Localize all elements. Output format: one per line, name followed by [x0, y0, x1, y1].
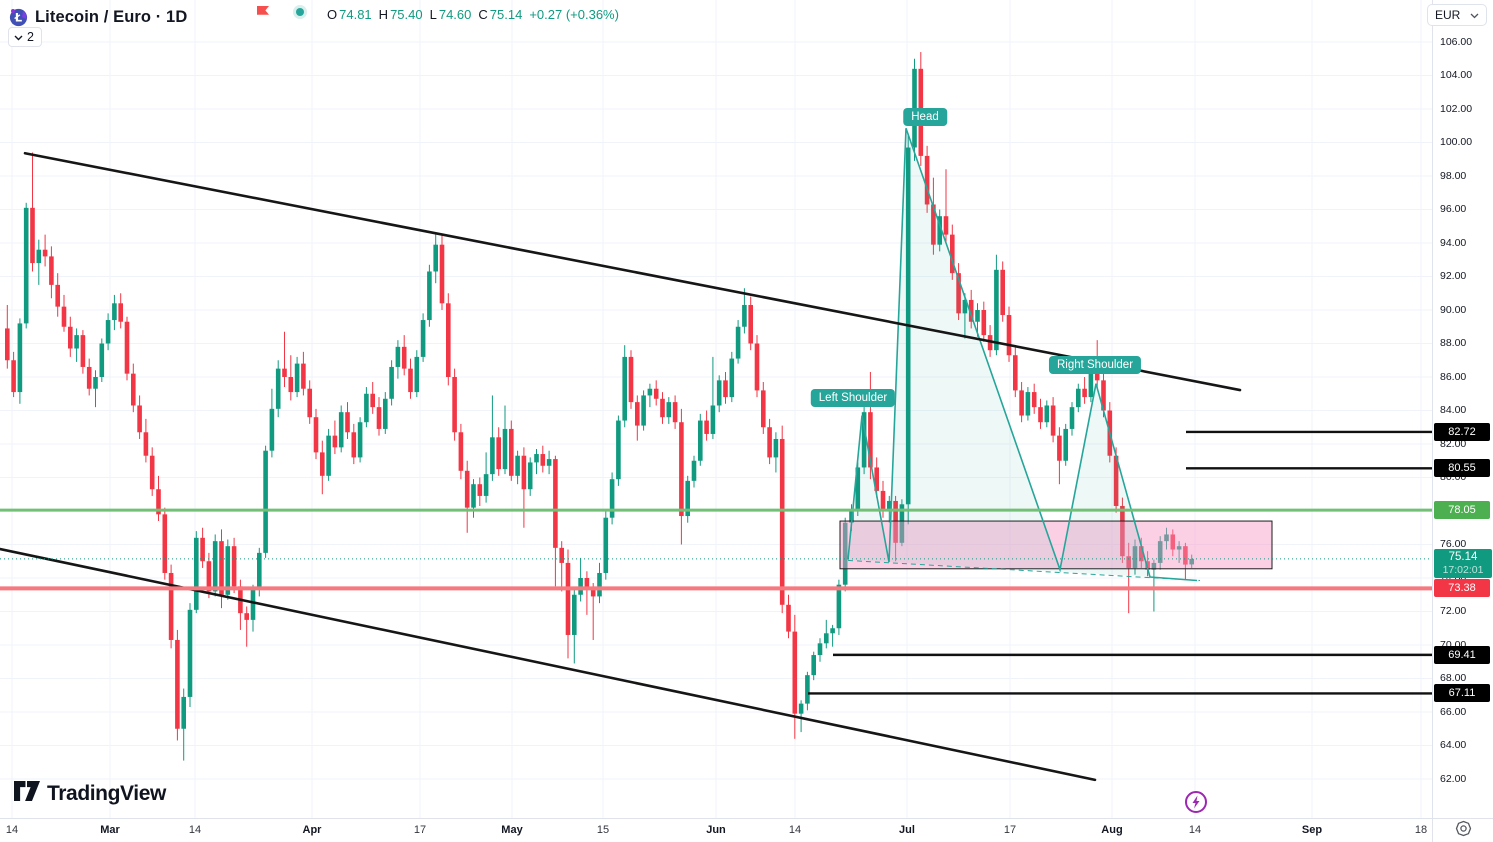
price-tick-label: 84.00	[1440, 404, 1467, 416]
price-tick-label: 106.00	[1440, 35, 1473, 48]
price-tick-label: 72.00	[1440, 605, 1467, 617]
price-tick-label: 94.00	[1440, 236, 1467, 249]
drawings-layer	[0, 127, 1432, 782]
status-dot-icon	[292, 4, 308, 25]
price-level-label: 73.38	[1434, 579, 1490, 598]
time-axis[interactable]: 14 Mar 14 Apr 17 May 15 Jun 14 Jul 17 Aug 14 Sep 18	[0, 818, 1432, 842]
price-tick-label: 96.00	[1440, 203, 1467, 215]
time-tick-label: 18	[1414, 824, 1428, 836]
price-tick-label: 86.00	[1440, 370, 1467, 383]
close-label: C	[478, 7, 488, 22]
chart-canvas[interactable]: Ł Litecoin / Euro · 1D O 74.81 H 75.40 L…	[0, 0, 1432, 818]
symbol-legend: Ł Litecoin / Euro · 1D	[8, 4, 187, 30]
price-tick-label: 64.00	[1440, 739, 1467, 751]
candles-layer	[5, 52, 1194, 761]
price-tick-label: 76.00	[1440, 538, 1467, 550]
price-tick-label: 82.00	[1440, 437, 1467, 450]
time-tick-label: Sep	[1301, 824, 1323, 836]
time-tick-label: 14	[1188, 824, 1202, 836]
supply-zone-rectangle[interactable]	[839, 520, 1273, 570]
time-tick-label: 15	[596, 824, 610, 836]
object-count: 2	[27, 30, 34, 44]
tradingview-logo[interactable]: TradingView	[14, 781, 166, 806]
time-tick-label: Jun	[706, 824, 726, 836]
open-value: 74.81	[339, 7, 372, 22]
price-level-label: 80.55	[1434, 459, 1490, 478]
time-tick-label: 14	[5, 824, 19, 836]
time-tick-label: 14	[188, 824, 202, 836]
time-tick-label: 14	[788, 824, 802, 836]
price-level-label: 69.41	[1434, 645, 1490, 664]
gear-icon[interactable]	[1455, 820, 1472, 842]
price-tick-label: 104.00	[1440, 69, 1473, 81]
price-tick-label: 66.00	[1440, 705, 1467, 718]
trendline-1[interactable]	[23, 151, 1242, 392]
head-shoulders-fill	[848, 128, 1150, 577]
time-tick-label: Mar	[100, 824, 120, 836]
price-tick-label: 70.00	[1440, 638, 1467, 651]
left-shoulder-badge[interactable]: Left Shoulder	[810, 389, 896, 407]
chevron-down-icon	[14, 30, 23, 44]
high-label: H	[378, 7, 389, 22]
time-tick-label: Apr	[302, 824, 322, 836]
price-level-label: 67.11	[1434, 684, 1490, 703]
ohlc-readout: O 74.81 H 75.40 L 74.60 C 75.14 +0.27 (+…	[327, 7, 626, 22]
time-tick-label: May	[501, 824, 523, 836]
price-tick-label: 90.00	[1440, 303, 1467, 316]
currency-label: EUR	[1435, 8, 1461, 22]
time-tick-label: Jul	[899, 824, 915, 836]
price-tick-label: 98.00	[1440, 169, 1467, 182]
price-tick-label: 88.00	[1440, 337, 1467, 349]
time-tick-label: Aug	[1101, 824, 1123, 836]
head-shoulders-outline[interactable]	[847, 127, 1198, 582]
flag-icon[interactable]	[255, 3, 271, 24]
currency-selector[interactable]: EUR	[1427, 4, 1487, 26]
open-label: O	[327, 7, 338, 22]
svg-text:Ł: Ł	[14, 10, 23, 24]
price-tick-label: 100.00	[1440, 136, 1473, 148]
price-level-label: 78.05	[1434, 501, 1490, 520]
close-value: 75.14	[489, 7, 523, 22]
price-level-label: 82.72	[1434, 422, 1490, 441]
head-badge[interactable]: Head	[903, 108, 947, 126]
high-value: 75.40	[390, 7, 423, 22]
low-value: 74.60	[438, 7, 472, 22]
bar-countdown: 17:02:01	[1442, 563, 1484, 576]
litecoin-icon: Ł	[8, 7, 29, 28]
tradingview-logo-icon	[14, 781, 40, 806]
low-label: L	[429, 7, 437, 22]
time-tick-label: 17	[413, 824, 427, 836]
last-price-value: 75.14	[1448, 550, 1478, 563]
object-tree-button[interactable]: 2	[8, 27, 42, 47]
tradingview-logo-text: TradingView	[47, 781, 166, 805]
price-tick-label: 62.00	[1440, 772, 1467, 785]
right-shoulder-badge[interactable]: Right Shoulder	[1048, 356, 1142, 374]
lightning-icon[interactable]	[1184, 790, 1208, 819]
chevron-down-icon	[1470, 8, 1479, 22]
price-tick-label: 102.00	[1440, 102, 1473, 115]
price-axis[interactable]: EUR 75.14 17:02:01 106.00 104.00 102.00 100…	[1427, 0, 1493, 818]
axis-settings-corner	[1432, 818, 1493, 842]
chart-svg[interactable]	[0, 0, 1432, 818]
grid-layer	[0, 0, 1432, 818]
time-tick-label: 17	[1003, 824, 1017, 836]
price-tick-label: 68.00	[1440, 672, 1467, 684]
change-value: +0.27 (+0.36%)	[529, 7, 619, 22]
price-tick-label: 92.00	[1440, 270, 1467, 282]
symbol-title[interactable]: Litecoin / Euro · 1D	[35, 7, 188, 26]
neckline[interactable]	[847, 559, 1201, 582]
last-price-label: 75.14 17:02:01	[1434, 548, 1492, 578]
